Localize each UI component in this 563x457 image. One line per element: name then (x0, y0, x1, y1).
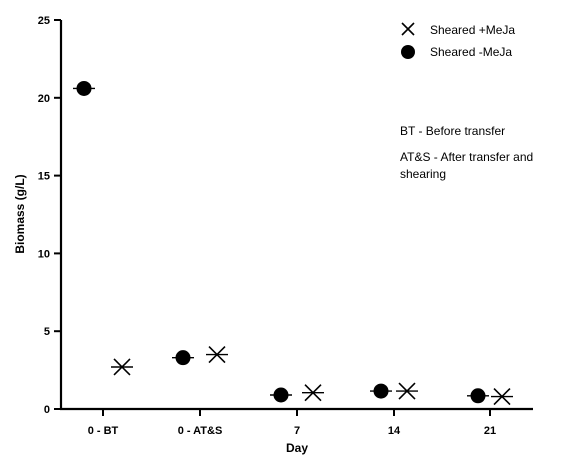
point-minus-meja-1 (172, 350, 194, 366)
y-tick-label-0: 0 (44, 404, 50, 416)
y-tick-label-20: 20 (38, 93, 50, 105)
point-plus-meja-4 (491, 387, 513, 406)
point-minus-meja-0 (73, 80, 95, 96)
annotation-ats-line2: shearing (400, 167, 446, 181)
y-axis-label: Biomass (g/L) (13, 174, 27, 253)
x-tick-label-2: 7 (294, 425, 300, 437)
x-tick-label-1: 0 - AT&S (178, 425, 223, 437)
point-plus-meja-1 (206, 345, 228, 364)
legend-circle-icon (401, 45, 415, 59)
y-axis-ticks: 0 5 10 15 20 25 (38, 15, 61, 416)
annotations: BT - Before transfer AT&S - After transf… (400, 124, 533, 181)
point-minus-meja-4 (467, 388, 489, 404)
y-tick-label-15: 15 (38, 171, 50, 183)
x-tick-label-4: 21 (484, 425, 496, 437)
x-axis-label: Day (286, 441, 308, 455)
y-tick-label-25: 25 (38, 15, 50, 27)
point-plus-meja-0 (111, 358, 133, 376)
point-minus-meja-2 (270, 387, 292, 403)
legend-cross-icon (401, 22, 415, 36)
legend-label-sheared-plus-meja: Sheared +MeJa (430, 23, 515, 37)
legend-label-sheared-minus-meja: Sheared -MeJa (430, 45, 512, 59)
x-tick-label-0: 0 - BT (88, 425, 119, 437)
annotation-ats-line1: AT&S - After transfer and (400, 150, 533, 164)
y-tick-label-5: 5 (44, 326, 50, 338)
x-axis-ticks: 0 - BT 0 - AT&S 7 14 21 (88, 409, 496, 437)
x-tick-label-3: 14 (388, 425, 401, 437)
y-tick-label-10: 10 (38, 248, 50, 260)
data-points (73, 80, 513, 406)
point-plus-meja-2 (302, 384, 324, 402)
point-minus-meja-3 (370, 383, 392, 399)
legend: Sheared +MeJa Sheared -MeJa (401, 22, 515, 59)
point-plus-meja-3 (396, 382, 418, 400)
annotation-bt: BT - Before transfer (400, 124, 505, 138)
